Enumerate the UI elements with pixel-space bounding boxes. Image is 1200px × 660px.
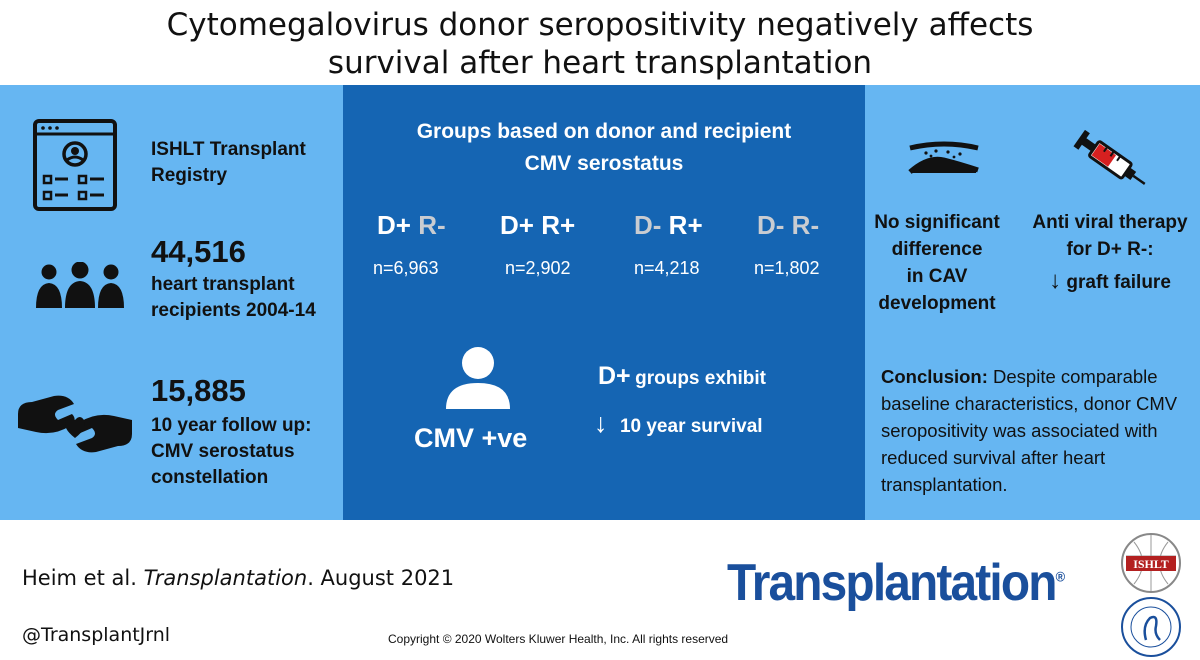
antiviral-text: Anti viral therapy for D+ R-: ↓ graft fa… [1022, 209, 1198, 296]
group-dplus-rminus: D+ R- [377, 210, 446, 241]
registry-form-icon [33, 119, 117, 211]
conclusion-text: Despite comparable baseline characterist… [881, 366, 1178, 495]
group-1-donor: D+ [377, 210, 411, 240]
group-1-recipient: R- [418, 210, 446, 240]
groups-title-line-1: Groups based on donor and recipient [416, 120, 792, 143]
group-3-count: n=4,218 [634, 258, 700, 278]
group-2-count: n=2,902 [505, 258, 571, 278]
person-icon [446, 347, 510, 409]
registry-line-2: Registry [151, 165, 228, 186]
brand-text: Transplantation [727, 554, 1057, 612]
title-line-1: Cytomegalovirus donor seropositivity neg… [166, 7, 1034, 43]
group-dplus-rplus: D+ R+ [500, 210, 575, 241]
survival-text: 10 year survival [619, 416, 763, 437]
twitter-handle[interactable]: @TransplantJrnl [22, 624, 171, 646]
group-dminus-rplus: D- R+ [634, 210, 703, 241]
cav-line-2: difference [891, 239, 983, 260]
conclusion-block: Conclusion: Despite comparable baseline … [881, 363, 1191, 498]
graft-down-arrow-icon: ↓ [1049, 267, 1062, 294]
artery-plaque-icon [908, 141, 979, 174]
registered-mark: ® [1055, 568, 1066, 585]
syringe-icon [1073, 130, 1146, 185]
group-dminus-rminus: D- R- [757, 210, 819, 241]
ishlt-logo: ISHLT [1121, 533, 1181, 593]
citation: Heim et al. Transplantation. August 2021 [22, 566, 454, 590]
group-4-count: n=1,802 [754, 258, 820, 278]
group-2-donor: D+ [500, 210, 534, 240]
center-panel [343, 85, 865, 520]
followup-line-3: constellation [151, 467, 269, 488]
recipients-line-2: recipients 2004-14 [151, 300, 316, 321]
recipients-label: heart transplant recipients 2004-14 [151, 272, 316, 324]
followup-count: 15,885 [151, 373, 246, 408]
title-line-2: survival after heart transplantation [327, 45, 873, 81]
conclusion-label: Conclusion: [881, 366, 988, 387]
journal-brand-logo: Transplantation® [727, 553, 1065, 613]
followup-line-2: CMV serostatus [151, 441, 295, 462]
antiviral-line-1: Anti viral therapy [1032, 212, 1188, 233]
antiviral-line-2: for D+ R-: [1066, 239, 1154, 260]
group-1-count: n=6,963 [373, 258, 439, 278]
exhibit-line: D+ groups exhibit [598, 362, 766, 391]
group-4-donor: D- [757, 210, 785, 240]
cav-line-3: in CAV [906, 266, 968, 287]
groups-title: Groups based on donor and recipient CMV … [343, 116, 865, 180]
citation-journal: Transplantation [143, 566, 308, 590]
cav-line-4: development [878, 293, 996, 314]
recipients-line-1: heart transplant [151, 274, 295, 295]
exhibit-text: groups exhibit [635, 368, 767, 389]
antiviral-line-3: ↓ graft failure [1022, 267, 1198, 296]
group-3-recipient: R+ [668, 210, 703, 240]
cav-line-1: No significant [874, 212, 1000, 233]
registry-label: ISHLT Transplant Registry [151, 137, 306, 189]
recipients-count: 44,516 [151, 234, 246, 269]
hands-heart-icon [18, 395, 132, 453]
page-title: Cytomegalovirus donor seropositivity neg… [0, 6, 1200, 82]
survival-line: ↓ 10 year survival [594, 408, 763, 439]
citation-date: . August 2021 [307, 566, 455, 590]
group-3-donor: D- [634, 210, 662, 240]
cmv-positive-label: CMV +ve [414, 423, 528, 453]
group-4-recipient: R- [791, 210, 820, 240]
registry-line-1: ISHLT Transplant [151, 139, 306, 160]
graft-failure-text: graft failure [1066, 272, 1171, 293]
citation-authors: Heim et al. [22, 566, 144, 590]
copyright: Copyright © 2020 Wolters Kluwer Health, … [388, 632, 729, 646]
down-arrow-icon: ↓ [594, 408, 608, 438]
groups-title-line-2: CMV serostatus [524, 152, 684, 175]
followup-line-1: 10 year follow up: [151, 415, 312, 436]
ishlt-logo-text: ISHLT [1133, 557, 1169, 571]
group-2-recipient: R+ [541, 210, 576, 240]
transplantation-society-logo [1121, 597, 1181, 657]
followup-label: 10 year follow up: CMV serostatus conste… [151, 413, 311, 491]
cav-text: No significant difference in CAV develop… [872, 209, 1002, 317]
exhibit-dplus: D+ [598, 362, 631, 390]
people-group-icon [36, 262, 124, 308]
